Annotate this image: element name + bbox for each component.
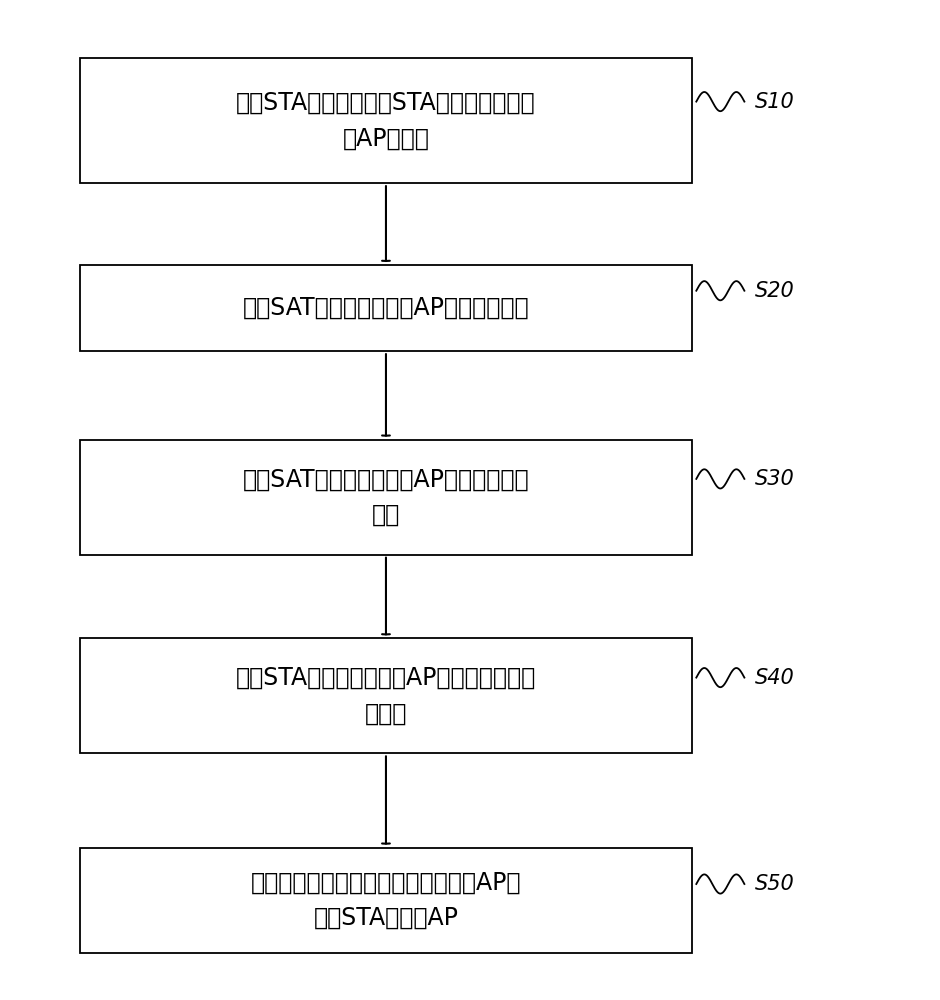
Bar — [80, 848, 692, 953]
Text: 计算SAT接入每一个候选AP的频谱资源利
用率: 计算SAT接入每一个候选AP的频谱资源利 用率 — [243, 467, 529, 527]
Text: 获取STA的参数，以及STA接入的每一个候
选AP的参数: 获取STA的参数，以及STA接入的每一个候 选AP的参数 — [236, 91, 536, 150]
Text: 计算SAT接入每一个候选AP的带宽利用率: 计算SAT接入每一个候选AP的带宽利用率 — [243, 296, 529, 320]
Bar — [80, 58, 692, 183]
Text: S10: S10 — [755, 92, 794, 112]
Text: S40: S40 — [755, 668, 794, 688]
Bar — [80, 638, 692, 753]
Text: 选择综合传输能力匹配度最高的候选AP，
作为STA的接入AP: 选择综合传输能力匹配度最高的候选AP， 作为STA的接入AP — [251, 871, 521, 930]
Bar — [80, 440, 692, 555]
Text: S20: S20 — [755, 281, 794, 301]
Text: S50: S50 — [755, 874, 794, 894]
Text: 计算STA接入每一个候选AP的综合传输能力
匹配度: 计算STA接入每一个候选AP的综合传输能力 匹配度 — [236, 666, 536, 726]
Text: S30: S30 — [755, 469, 794, 489]
Bar — [80, 265, 692, 351]
